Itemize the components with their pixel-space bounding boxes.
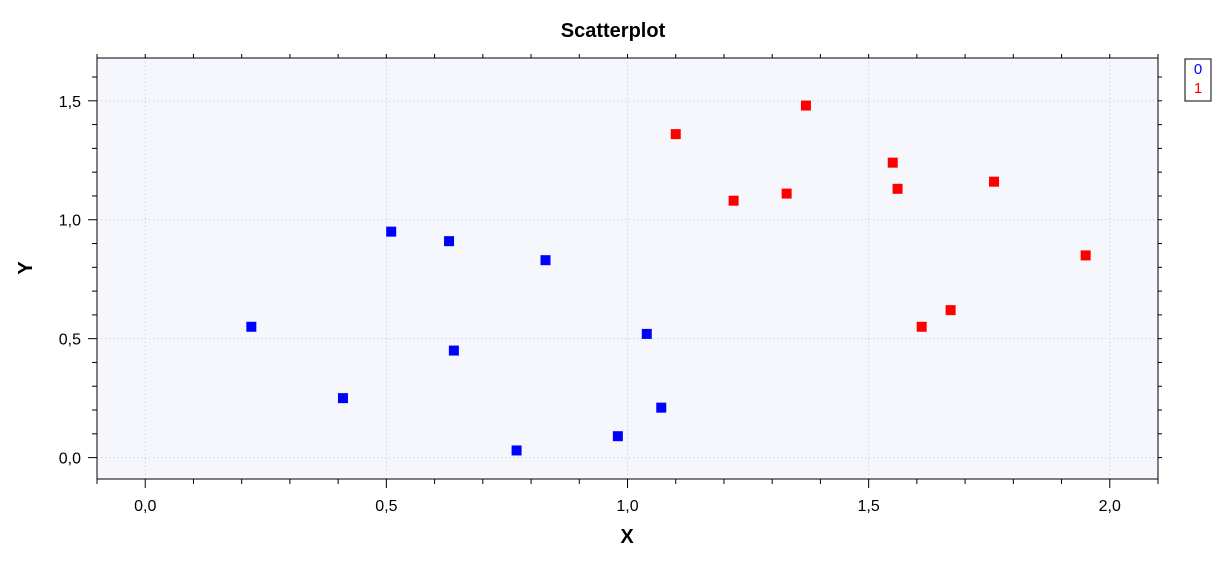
data-point-series-0 (540, 255, 551, 266)
data-point-series-1 (945, 305, 956, 316)
data-point-series-0 (448, 345, 459, 356)
data-point-series-1 (781, 188, 792, 199)
data-point-series-1 (916, 321, 927, 332)
chart-title: Scatterplot (561, 20, 666, 42)
x-tick-label: 0,5 (375, 498, 397, 515)
data-point-series-0 (246, 321, 257, 332)
data-point-series-1 (887, 157, 898, 168)
data-point-series-1 (800, 100, 811, 111)
data-point-series-0 (386, 226, 397, 237)
data-point-series-0 (656, 402, 667, 413)
data-point-series-0 (337, 393, 348, 404)
y-tick-label: 1,0 (59, 213, 81, 230)
x-tick-label: 0,0 (134, 498, 156, 515)
data-point-series-1 (670, 129, 681, 140)
x-axis-title: X (620, 526, 634, 548)
x-tick-label: 1,5 (858, 498, 880, 515)
data-point-series-1 (1080, 250, 1091, 261)
data-points (246, 100, 1091, 456)
data-point-series-0 (444, 236, 455, 247)
data-point-series-0 (612, 431, 623, 442)
legend-entry: 1 (1194, 80, 1202, 97)
y-tick-label: 0,5 (59, 332, 81, 349)
plot-area (97, 58, 1158, 479)
data-point-series-1 (892, 183, 903, 194)
legend: 01 (1184, 58, 1212, 102)
y-tick-label: 0,0 (59, 451, 81, 468)
y-axis-title: Y (15, 261, 37, 275)
x-tick-label: 1,0 (616, 498, 638, 515)
y-axis: 0,0 0,5 1,0 1,5 (59, 76, 1162, 468)
data-point-series-1 (728, 195, 739, 206)
x-axis: 0,0 0,5 1,0 1,5 2,0 (96, 54, 1159, 515)
data-point-series-0 (511, 445, 522, 456)
legend-entry: 0 (1194, 61, 1202, 78)
data-point-series-0 (641, 328, 652, 339)
x-tick-label: 2,0 (1099, 498, 1121, 515)
legend-box (1184, 58, 1212, 102)
grid-lines (97, 58, 1158, 479)
data-point-series-1 (989, 176, 1000, 187)
y-tick-label: 1,5 (59, 94, 81, 111)
